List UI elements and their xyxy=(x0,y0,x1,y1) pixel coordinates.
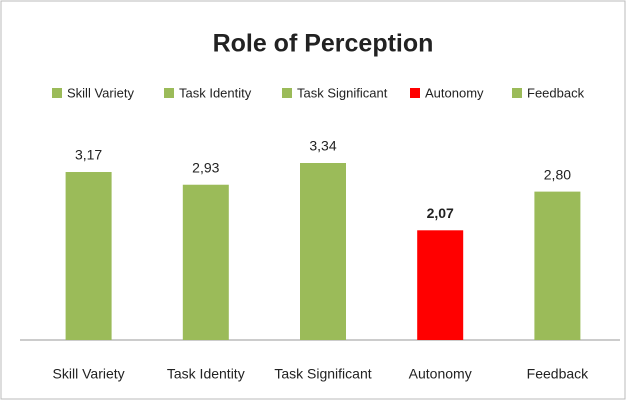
x-tick-label: Feedback xyxy=(527,366,589,382)
bar xyxy=(534,191,581,340)
legend-swatch xyxy=(164,88,174,98)
bar xyxy=(300,163,346,340)
x-tick-label: Task Identity xyxy=(167,366,245,382)
bar xyxy=(65,172,112,340)
legend-label: Feedback xyxy=(527,85,585,100)
value-label: 2,80 xyxy=(544,166,571,182)
chart-title: Role of Perception xyxy=(213,30,434,58)
legend-swatch xyxy=(512,88,522,98)
legend-label: Task Significant xyxy=(297,85,388,100)
legend-swatch xyxy=(52,88,62,98)
legend-label: Skill Variety xyxy=(67,85,134,100)
value-label: 2,07 xyxy=(427,205,454,221)
x-tick-label: Skill Variety xyxy=(53,366,125,382)
value-label: 3,17 xyxy=(75,147,102,163)
legend-swatch xyxy=(410,88,420,98)
value-label: 2,93 xyxy=(192,159,219,175)
value-label: 3,34 xyxy=(309,138,336,154)
legend-swatch xyxy=(282,88,292,98)
legend-label: Autonomy xyxy=(425,85,484,100)
bar xyxy=(417,230,464,340)
bar xyxy=(182,184,229,340)
x-tick-label: Autonomy xyxy=(409,366,472,382)
legend-label: Task Identity xyxy=(179,85,252,100)
x-tick-label: Task Significant xyxy=(274,366,371,382)
